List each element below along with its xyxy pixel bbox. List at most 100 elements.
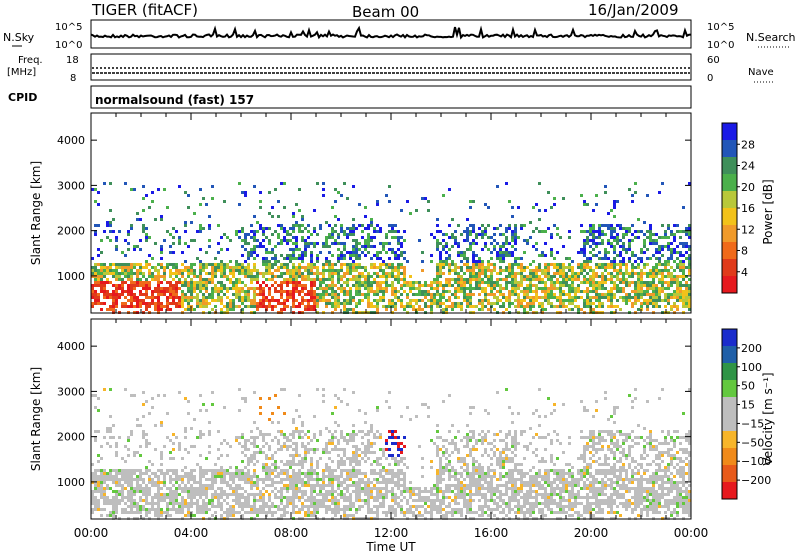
velocity-cell — [319, 490, 322, 493]
power-cell — [439, 257, 442, 260]
velocity-cell — [181, 511, 184, 514]
velocity-cell — [271, 412, 274, 415]
power-cell — [337, 248, 340, 251]
power-cell — [508, 200, 511, 203]
power-cell — [481, 236, 484, 239]
power-cell — [655, 257, 658, 260]
velocity-cell — [235, 472, 238, 475]
velocity-cell — [394, 493, 397, 496]
velocity-cell — [325, 511, 328, 514]
power-cell — [106, 269, 109, 272]
velocity-cell — [100, 496, 103, 499]
power-cell — [139, 302, 142, 305]
power-cell — [142, 275, 145, 278]
velocity-cell — [238, 475, 241, 478]
velocity-cell — [256, 487, 259, 490]
velocity-cell — [166, 505, 169, 508]
velocity-cell — [184, 466, 187, 469]
power-cell — [601, 242, 604, 245]
power-cell — [499, 251, 502, 254]
velocity-cell — [370, 508, 373, 511]
power-cell — [616, 275, 619, 278]
velocity-cell — [283, 478, 286, 481]
velocity-cell — [199, 454, 202, 457]
power-cell — [97, 269, 100, 272]
velocity-cell — [145, 493, 148, 496]
velocity-cell — [256, 511, 259, 514]
power-cell — [376, 203, 379, 206]
velocity-cell — [259, 493, 262, 496]
power-cell — [415, 281, 418, 284]
velocity-cell — [271, 469, 274, 472]
power-cell — [388, 200, 391, 203]
power-cell — [241, 191, 244, 194]
power-cell — [343, 230, 346, 233]
power-cell — [595, 242, 598, 245]
velocity-cell — [322, 502, 325, 505]
power-cell — [295, 272, 298, 275]
power-cell — [499, 254, 502, 257]
velocity-cell — [103, 502, 106, 505]
power-cell — [226, 278, 229, 281]
power-cell — [244, 236, 247, 239]
power-cell — [529, 299, 532, 302]
velocity-cell — [310, 487, 313, 490]
velocity-cell — [346, 472, 349, 475]
power-cell — [595, 272, 598, 275]
velocity-cell — [286, 499, 289, 502]
velocity-cell — [244, 490, 247, 493]
power-cell — [571, 260, 574, 263]
power-cell — [472, 230, 475, 233]
power-cell — [349, 302, 352, 305]
power-cell — [433, 296, 436, 299]
power-cell — [331, 242, 334, 245]
velocity-cell — [349, 469, 352, 472]
velocity-cell — [295, 472, 298, 475]
power-cell — [289, 293, 292, 296]
velocity-cell — [331, 442, 334, 445]
velocity-cell — [154, 493, 157, 496]
velocity-cell — [97, 475, 100, 478]
velocity-cell — [343, 514, 346, 517]
velocity-cell — [190, 505, 193, 508]
power-cell — [577, 266, 580, 269]
power-cell — [121, 284, 124, 287]
power-cell — [151, 266, 154, 269]
velocity-cell — [355, 472, 358, 475]
power-cell — [235, 230, 238, 233]
power-cell — [343, 257, 346, 260]
power-cell — [226, 263, 229, 266]
power-cell — [661, 269, 664, 272]
velocity-cell — [343, 460, 346, 463]
power-cell — [310, 272, 313, 275]
power-cell — [472, 287, 475, 290]
power-cell — [226, 287, 229, 290]
power-cell — [517, 299, 520, 302]
velocity-cell — [139, 487, 142, 490]
nave-tick-bottom: 0 — [707, 73, 713, 84]
velocity-cell — [187, 475, 190, 478]
power-cell — [157, 269, 160, 272]
velocity-cell — [109, 511, 112, 514]
power-cell — [511, 290, 514, 293]
power-cell — [220, 275, 223, 278]
power-cell — [379, 284, 382, 287]
power-cell — [175, 296, 178, 299]
power-cell — [97, 191, 100, 194]
freq-label: Freq. — [18, 55, 43, 66]
power-cell — [253, 278, 256, 281]
power-cell — [154, 242, 157, 245]
power-cell — [106, 293, 109, 296]
velocity-cell — [157, 499, 160, 502]
velocity-cell — [355, 454, 358, 457]
velocity-cell — [283, 484, 286, 487]
power-cell — [640, 272, 643, 275]
power-cell — [586, 266, 589, 269]
power-cell — [292, 212, 295, 215]
velocity-cell — [355, 493, 358, 496]
velocity-cell — [109, 436, 112, 439]
power-cell — [616, 233, 619, 236]
power-cell — [148, 281, 151, 284]
power-cell — [562, 269, 565, 272]
power-cell — [301, 275, 304, 278]
